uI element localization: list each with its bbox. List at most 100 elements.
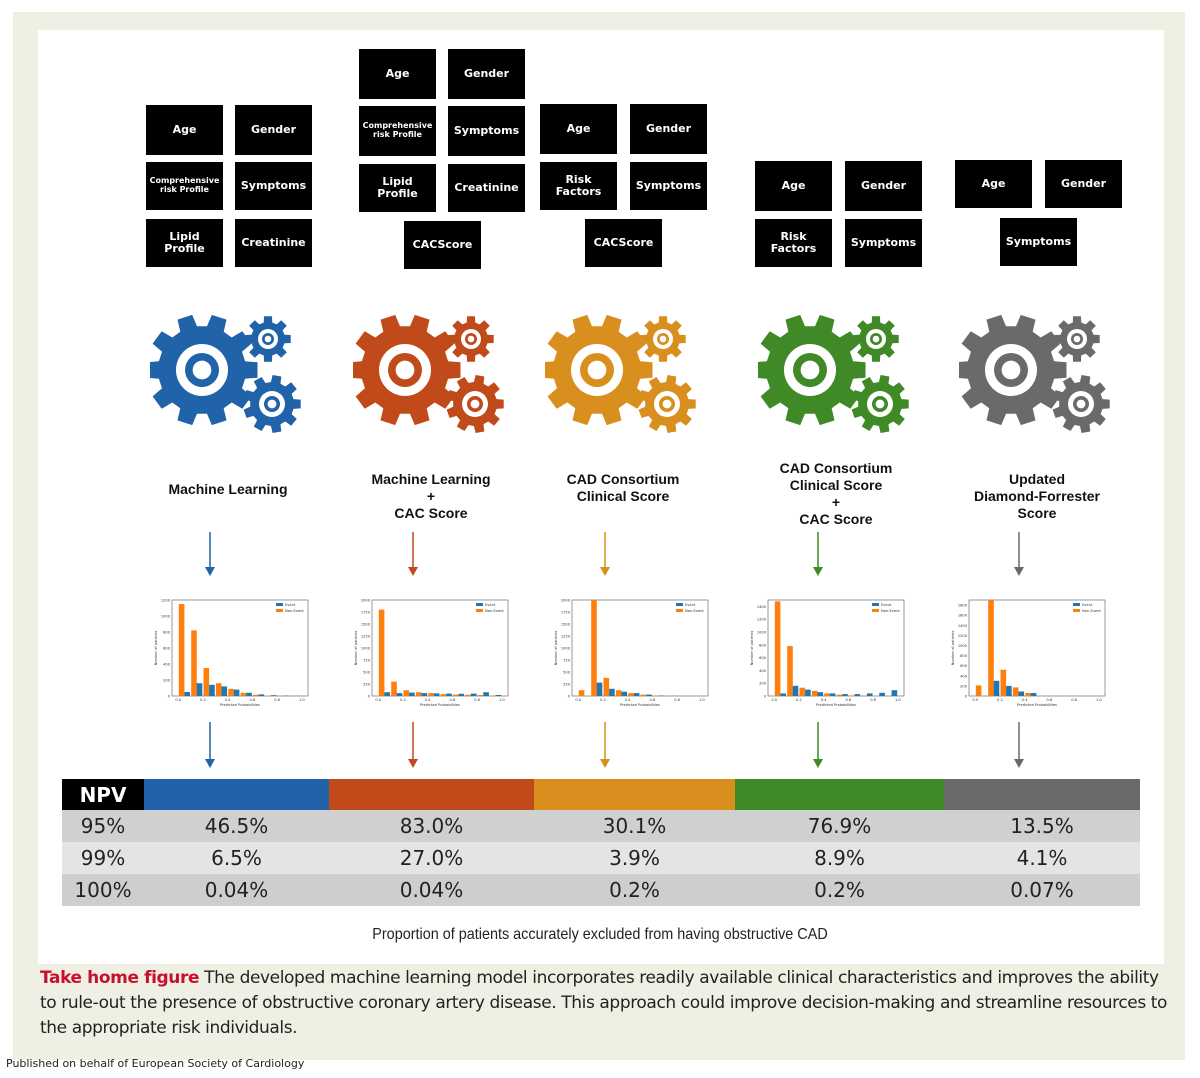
y-tick-label: 1000 bbox=[361, 647, 371, 651]
input-feature-box: Gender bbox=[630, 104, 707, 154]
bar-nonevent bbox=[653, 695, 659, 696]
y-tick-label: 200 bbox=[960, 684, 968, 688]
bar-nonevent bbox=[1025, 693, 1031, 696]
model-title: CAD Consortium Clinical Score bbox=[523, 471, 723, 505]
npv-level: 100% bbox=[62, 874, 144, 906]
legend-label: Event bbox=[485, 603, 496, 607]
npv-value: 83.0% bbox=[329, 810, 534, 842]
x-tick-label: 1.0 bbox=[895, 698, 901, 702]
bar-nonevent bbox=[578, 690, 585, 696]
legend-label: Non-Event bbox=[881, 609, 900, 613]
legend-label: Non-Event bbox=[685, 609, 704, 613]
x-tick-label: 1.0 bbox=[1096, 698, 1102, 702]
bar-nonevent bbox=[799, 687, 806, 696]
publisher-footer: Published on behalf of European Society … bbox=[6, 1057, 305, 1070]
x-tick-label: 0.8 bbox=[674, 698, 680, 702]
model-title-line: Diamond-Forrester bbox=[973, 488, 1101, 504]
y-tick-label: 1200 bbox=[161, 599, 171, 603]
legend-swatch-event bbox=[276, 603, 283, 606]
bar-event bbox=[993, 680, 1000, 696]
x-tick-label: 0.2 bbox=[600, 698, 606, 702]
legend-swatch-nonevent bbox=[872, 609, 879, 612]
bar-nonevent bbox=[428, 693, 434, 696]
arrow-head bbox=[408, 567, 418, 576]
down-arrow-icon bbox=[1014, 722, 1024, 768]
y-tick-label: 1500 bbox=[561, 623, 571, 627]
gear-hub-hole bbox=[467, 335, 475, 343]
bar-event bbox=[596, 682, 603, 696]
bar-event bbox=[446, 693, 452, 696]
input-feature-box: Gender bbox=[1045, 160, 1122, 208]
plot-frame bbox=[171, 599, 309, 697]
npv-model-color-header bbox=[735, 779, 944, 810]
bar-event bbox=[1018, 691, 1025, 696]
y-tick-label: 750 bbox=[563, 659, 571, 663]
down-arrow-icon bbox=[813, 532, 823, 576]
npv-value: 6.5% bbox=[144, 842, 329, 874]
y-tick-label: 0 bbox=[965, 695, 968, 699]
bar-nonevent bbox=[824, 693, 830, 696]
gears-icon bbox=[959, 314, 1110, 433]
bar-event bbox=[609, 688, 615, 696]
down-arrow-icon bbox=[408, 722, 418, 768]
plot-frame bbox=[767, 599, 905, 697]
take-home-label: Take home figure bbox=[40, 968, 200, 988]
bar-event bbox=[866, 693, 873, 696]
bar-nonevent bbox=[215, 683, 222, 696]
x-axis-label: Predicted Probabilities bbox=[620, 703, 660, 707]
x-tick-label: 0.2 bbox=[997, 698, 1003, 702]
input-feature-box: Creatinine bbox=[448, 164, 525, 212]
input-feature-box: CACScore bbox=[404, 221, 481, 269]
y-tick-label: 800 bbox=[163, 631, 171, 635]
bar-nonevent bbox=[378, 609, 385, 696]
histogram-chart: 0 250 500 750 1000 1250 1500 1750 2000 0.0 0.2 0.4 0… bbox=[354, 599, 509, 707]
plot-frame bbox=[968, 599, 1106, 697]
bar-nonevent bbox=[849, 695, 855, 696]
npv-value: 0.2% bbox=[735, 874, 944, 906]
y-tick-label: 1000 bbox=[757, 631, 767, 635]
bar-event bbox=[829, 693, 836, 696]
x-tick-label: 0.0 bbox=[972, 698, 978, 702]
down-arrow-icon bbox=[205, 722, 215, 768]
input-feature-box: Symptoms bbox=[448, 106, 525, 156]
bar-nonevent bbox=[253, 694, 259, 696]
arrow-head bbox=[813, 759, 823, 768]
y-tick-label: 1800 bbox=[958, 604, 968, 608]
model-title-line: CAD Consortium bbox=[779, 460, 893, 476]
x-tick-label: 0.4 bbox=[1022, 698, 1028, 702]
bar-nonevent bbox=[1012, 687, 1019, 696]
bar-nonevent bbox=[811, 690, 818, 696]
bar-event bbox=[495, 695, 502, 696]
x-tick-label: 0.8 bbox=[474, 698, 480, 702]
bar-nonevent bbox=[628, 693, 634, 696]
y-tick-label: 1200 bbox=[757, 618, 767, 622]
bar-event bbox=[209, 684, 215, 696]
x-tick-label: 0.2 bbox=[796, 698, 802, 702]
input-feature-box: Gender bbox=[235, 105, 312, 155]
legend-swatch-nonevent bbox=[476, 609, 483, 612]
gears-icon bbox=[353, 314, 504, 433]
npv-table: NPV 95% 46.5% 83.0% 30.1% 76.9% 13.5% 99% 6.5% 27… bbox=[62, 779, 1140, 906]
legend-swatch-nonevent bbox=[1073, 609, 1080, 612]
y-tick-label: 0 bbox=[568, 695, 571, 699]
npv-model-color-header bbox=[329, 779, 534, 810]
bar-event bbox=[646, 694, 652, 696]
gear-hub-hole bbox=[470, 399, 480, 409]
model-title: Machine Learning + CAC Score bbox=[331, 471, 531, 522]
x-tick-label: 0.0 bbox=[175, 698, 181, 702]
input-feature-box: Age bbox=[755, 161, 832, 211]
npv-header: NPV bbox=[62, 779, 144, 810]
input-feature-box: Age bbox=[359, 49, 436, 99]
gear-hub-hole bbox=[192, 360, 212, 380]
gears-icon bbox=[545, 314, 696, 433]
bar-event bbox=[780, 693, 786, 696]
y-tick-label: 200 bbox=[163, 679, 171, 683]
x-tick-label: 0.0 bbox=[575, 698, 581, 702]
x-tick-label: 0.4 bbox=[821, 698, 827, 702]
down-arrow-icon bbox=[600, 532, 610, 576]
y-tick-label: 1500 bbox=[361, 623, 371, 627]
input-feature-box: Comprehensive risk Profile bbox=[359, 106, 436, 156]
y-tick-label: 200 bbox=[759, 682, 767, 686]
bar-event bbox=[842, 694, 848, 696]
bar-nonevent bbox=[640, 694, 647, 696]
